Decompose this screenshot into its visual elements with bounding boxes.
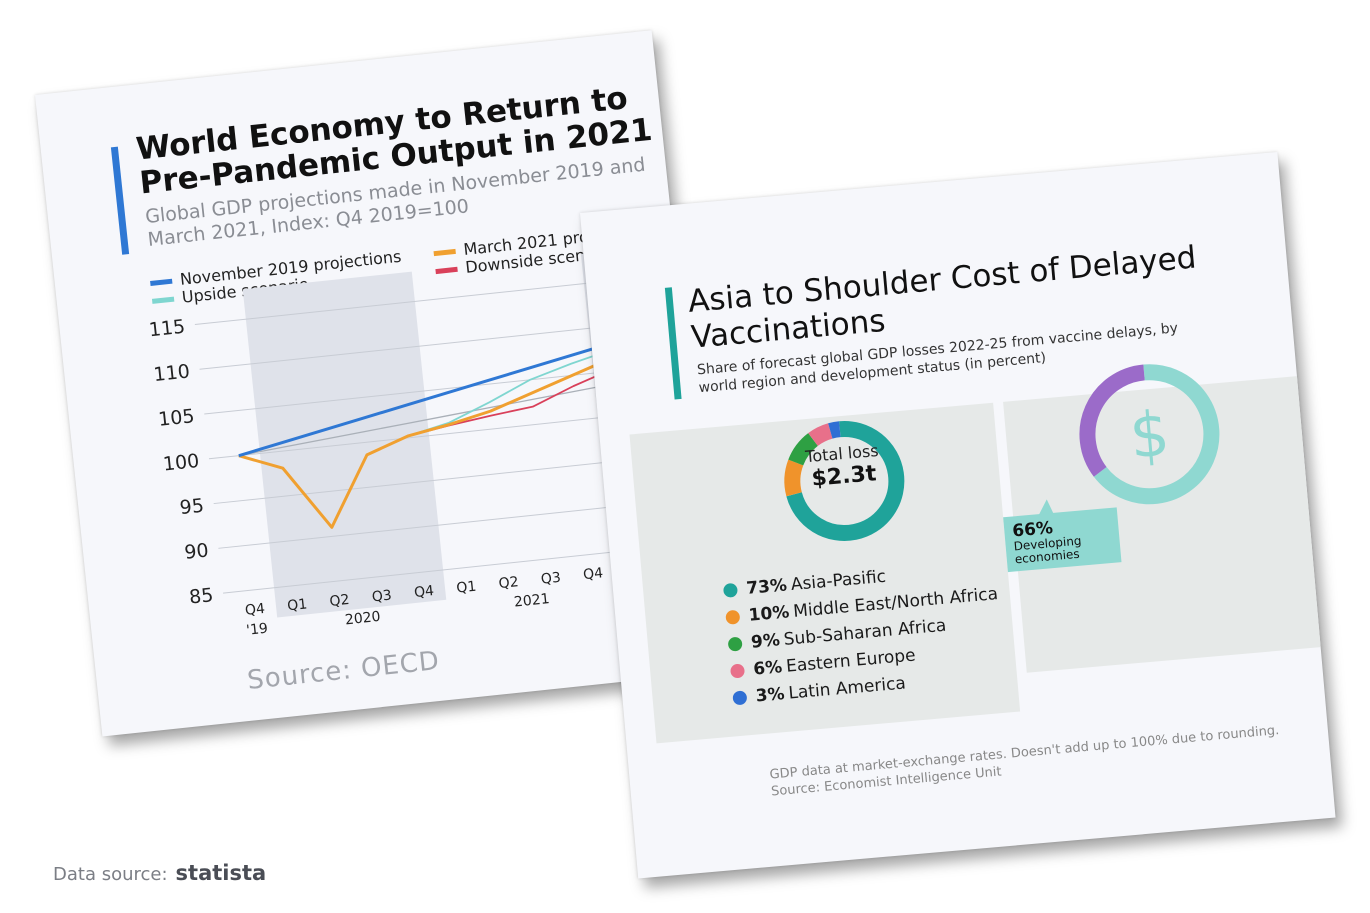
- legend-dot: [725, 609, 741, 625]
- donut-slice: [784, 459, 804, 497]
- y-tick-label: 85: [188, 584, 214, 608]
- donut-slice: [1079, 364, 1146, 477]
- x-year-label: 2021: [513, 591, 550, 611]
- x-tick-label: Q4: [413, 583, 435, 601]
- vaccination-chart-card: Asia to Shoulder Cost of Delayed Vaccina…: [580, 151, 1336, 879]
- gridline: [223, 545, 676, 594]
- regional-legend: 73% Asia-Pasific 10% Middle East/North Afr…: [722, 554, 1006, 712]
- dollar-icon: $: [1127, 397, 1173, 473]
- gridline: [204, 365, 657, 415]
- series-line: [238, 374, 658, 457]
- x-tick-label: Q3: [540, 570, 562, 588]
- legend-value: 9%: [750, 630, 781, 653]
- donut-slice: [788, 433, 819, 466]
- legend-value: 10%: [747, 602, 791, 626]
- series-line: [238, 338, 655, 529]
- x-tick-label: Q2: [329, 592, 351, 610]
- gridline: [218, 500, 671, 549]
- statista-logo: statista: [175, 861, 267, 885]
- series-line: [238, 329, 654, 458]
- legend-dot: [732, 690, 748, 706]
- donut-slice: [808, 423, 833, 447]
- x-tick-label: Q4: [582, 565, 604, 583]
- legend-value: 73%: [745, 575, 788, 599]
- data-source-footer: Data source: statista: [53, 861, 266, 885]
- x-tick-label: Q1: [456, 579, 478, 597]
- dollar-sign: $: [1127, 397, 1173, 473]
- legend-value: 6%: [752, 657, 784, 680]
- legend-value: 3%: [754, 684, 786, 707]
- y-tick-label: 110: [153, 360, 191, 386]
- x-tick-label: Q4: [244, 601, 266, 619]
- gridline: [199, 321, 653, 370]
- legend-dot: [727, 636, 743, 652]
- developing-callout: 66% Developing economies: [1003, 507, 1122, 573]
- x-tick-label: Q3: [371, 587, 393, 605]
- y-tick-label: 100: [162, 450, 200, 476]
- x-year-label: 2020: [344, 609, 381, 629]
- donut-slice: [828, 421, 841, 439]
- x-year-label: '19: [245, 621, 268, 639]
- gridline: [194, 276, 648, 326]
- legend-dot: [729, 663, 746, 679]
- regional-donut-chart: $: [784, 364, 1220, 541]
- gridline: [208, 410, 662, 460]
- x-tick-label: Q2: [498, 574, 520, 592]
- x-tick-label: Q1: [287, 596, 309, 614]
- donut-slice: [786, 421, 905, 541]
- gridline: [213, 455, 667, 505]
- y-tick-label: 115: [148, 316, 186, 342]
- donut-slice: [1093, 364, 1220, 505]
- data-source-label: Data source:: [53, 864, 168, 885]
- y-tick-label: 105: [157, 405, 195, 431]
- legend-label: Asia-Pasific: [790, 566, 887, 595]
- y-tick-label: 95: [179, 495, 205, 519]
- y-tick-label: 90: [183, 539, 209, 563]
- legend-dot: [722, 582, 739, 598]
